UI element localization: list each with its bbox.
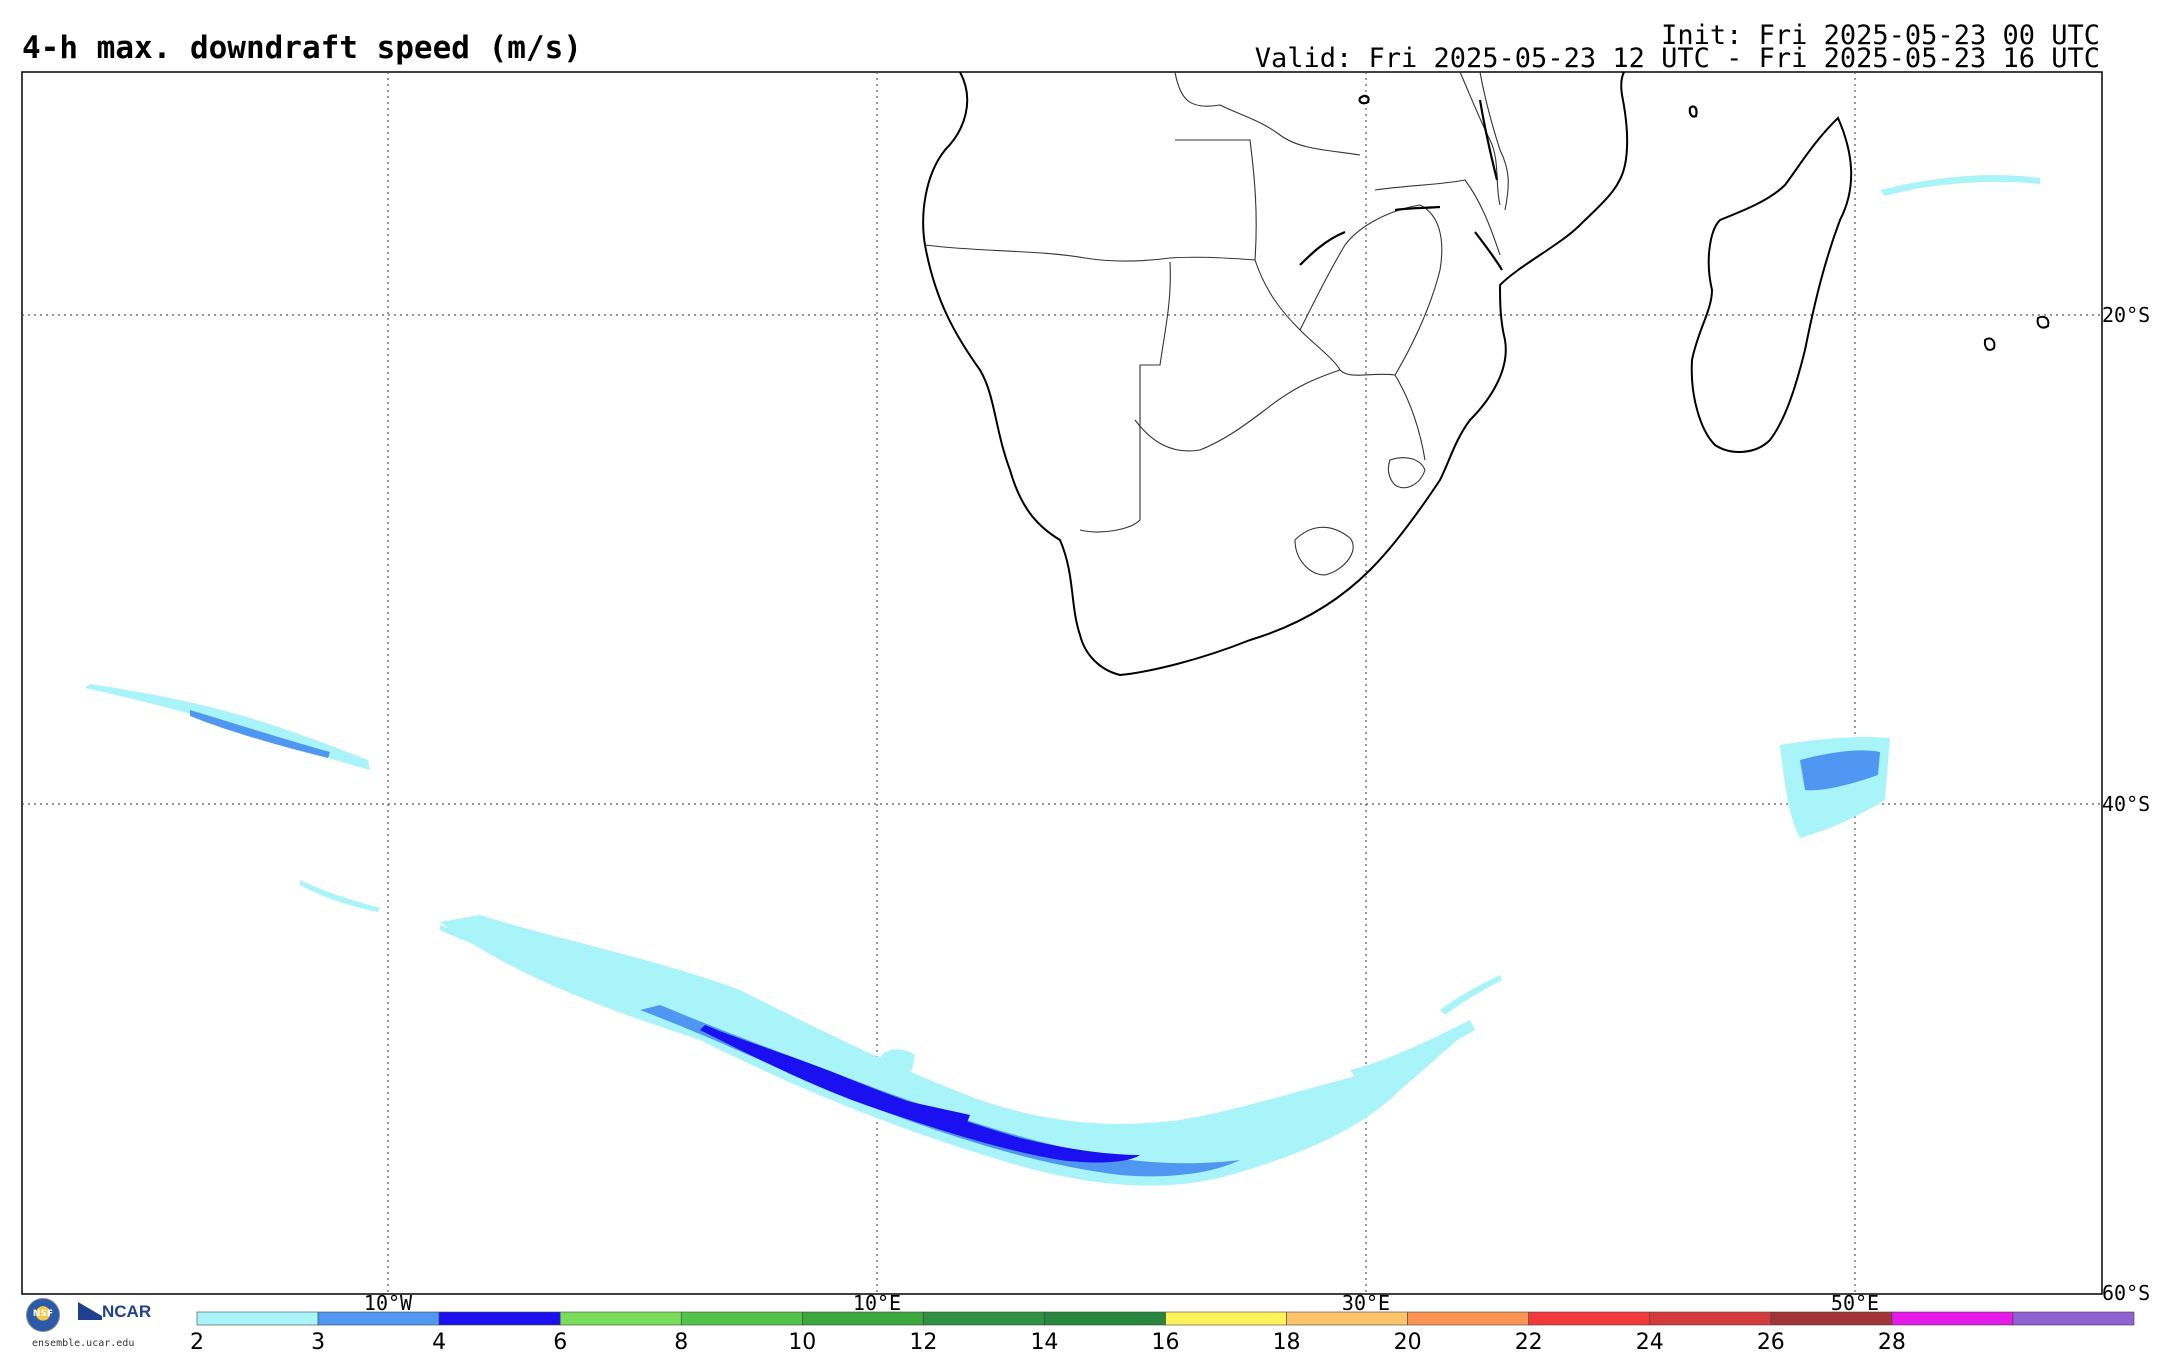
downdraft-band-medium [640,1005,1240,1177]
colorbar-swatch [1770,1311,1893,1326]
lake-kariba [1299,230,1346,266]
colorbar-swatch [559,1311,682,1326]
colorbar-swatch [680,1311,803,1326]
nsf-logo: NSF [26,1298,60,1332]
colorbar-swatch [923,1311,1045,1326]
ncar-mark-icon [78,1302,102,1320]
valid-time: Valid: Fri 2025-05-23 12 UTC - Fri 2025-… [1254,43,2100,74]
colorbar-tick-label: 8 [674,1330,688,1354]
colorbar: 2 3 4 6 8 10 12 14 16 18 20 22 24 26 28 [190,1311,2135,1354]
colorbar-tick-label: 6 [553,1330,567,1354]
lake-mweru [1358,94,1370,105]
lat-label: 20°S [2102,303,2150,327]
lake-cahora-bassa [1394,205,1441,212]
colorbar-tick-label: 10 [788,1330,816,1354]
colorbar-tick-label: 14 [1030,1330,1058,1354]
axis-labels: 10°W 10°E 30°E 50°E 20°S 40°S 60°S [364,303,2150,1315]
lon-label: 50°E [1831,1291,1879,1315]
colorbar-tick-label: 2 [190,1330,204,1354]
colorbar-tick-label: 4 [432,1330,446,1354]
reunion-island [2036,315,2050,329]
logo-url: ensemble.ucar.edu [32,1338,135,1349]
colorbar-swatch [802,1311,924,1326]
ncar-logo-text: NCAR [102,1302,152,1321]
lon-label: 10°E [853,1291,901,1315]
colorbar-tick-label: 18 [1273,1330,1301,1354]
colorbar-swatch [1407,1311,1529,1326]
madagascar-coastline [1690,116,1853,453]
colorbar-swatch [317,1311,440,1326]
downdraft-field [85,175,2040,1186]
lat-label: 60°S [2102,1281,2150,1305]
colorbar-swatch [196,1311,319,1326]
colorbar-tick-label: 12 [909,1330,937,1354]
lake-malawi [1478,99,1499,181]
colorbar-tick-label: 26 [1757,1330,1785,1354]
lon-label: 10°W [364,1291,413,1315]
colorbar-swatch [1649,1311,1772,1326]
colorbar-swatch [1044,1311,1166,1326]
colorbar-swatch [1528,1311,1651,1326]
lat-label: 40°S [2102,792,2150,816]
africa-coastline [922,71,1629,677]
colorbar-swatch [438,1311,561,1326]
lakes [1299,94,1698,271]
colorbar-swatch [1891,1311,2014,1326]
downdraft-band-light [440,915,1470,1186]
map-frame [21,71,2103,1295]
graticule [22,72,2102,1294]
colorbar-tick-label: 24 [1636,1330,1664,1354]
colorbar-tick-label: 20 [1394,1330,1422,1354]
coastlines [922,71,2050,677]
init-time: Init: Fri 2025-05-23 00 UTC [1661,20,2100,51]
colorbar-tick-label: 22 [1515,1330,1543,1354]
country-borders [924,71,1509,576]
colorbar-tick-label: 16 [1152,1330,1180,1354]
page-title: 4-h max. downdraft speed (m/s) [22,30,582,66]
colorbar-swatch [1165,1311,1287,1326]
colorbar-swatch [1286,1311,1408,1326]
colorbar-tick-label: 3 [311,1330,325,1354]
logo-block: NSF NCAR ensemble.ucar.edu [22,1296,162,1356]
lon-label: 30°E [1342,1291,1390,1315]
colorbar-swatch [2012,1311,2135,1326]
colorbar-tick-label: 28 [1878,1330,1906,1354]
mauritius-island [1983,337,1996,351]
